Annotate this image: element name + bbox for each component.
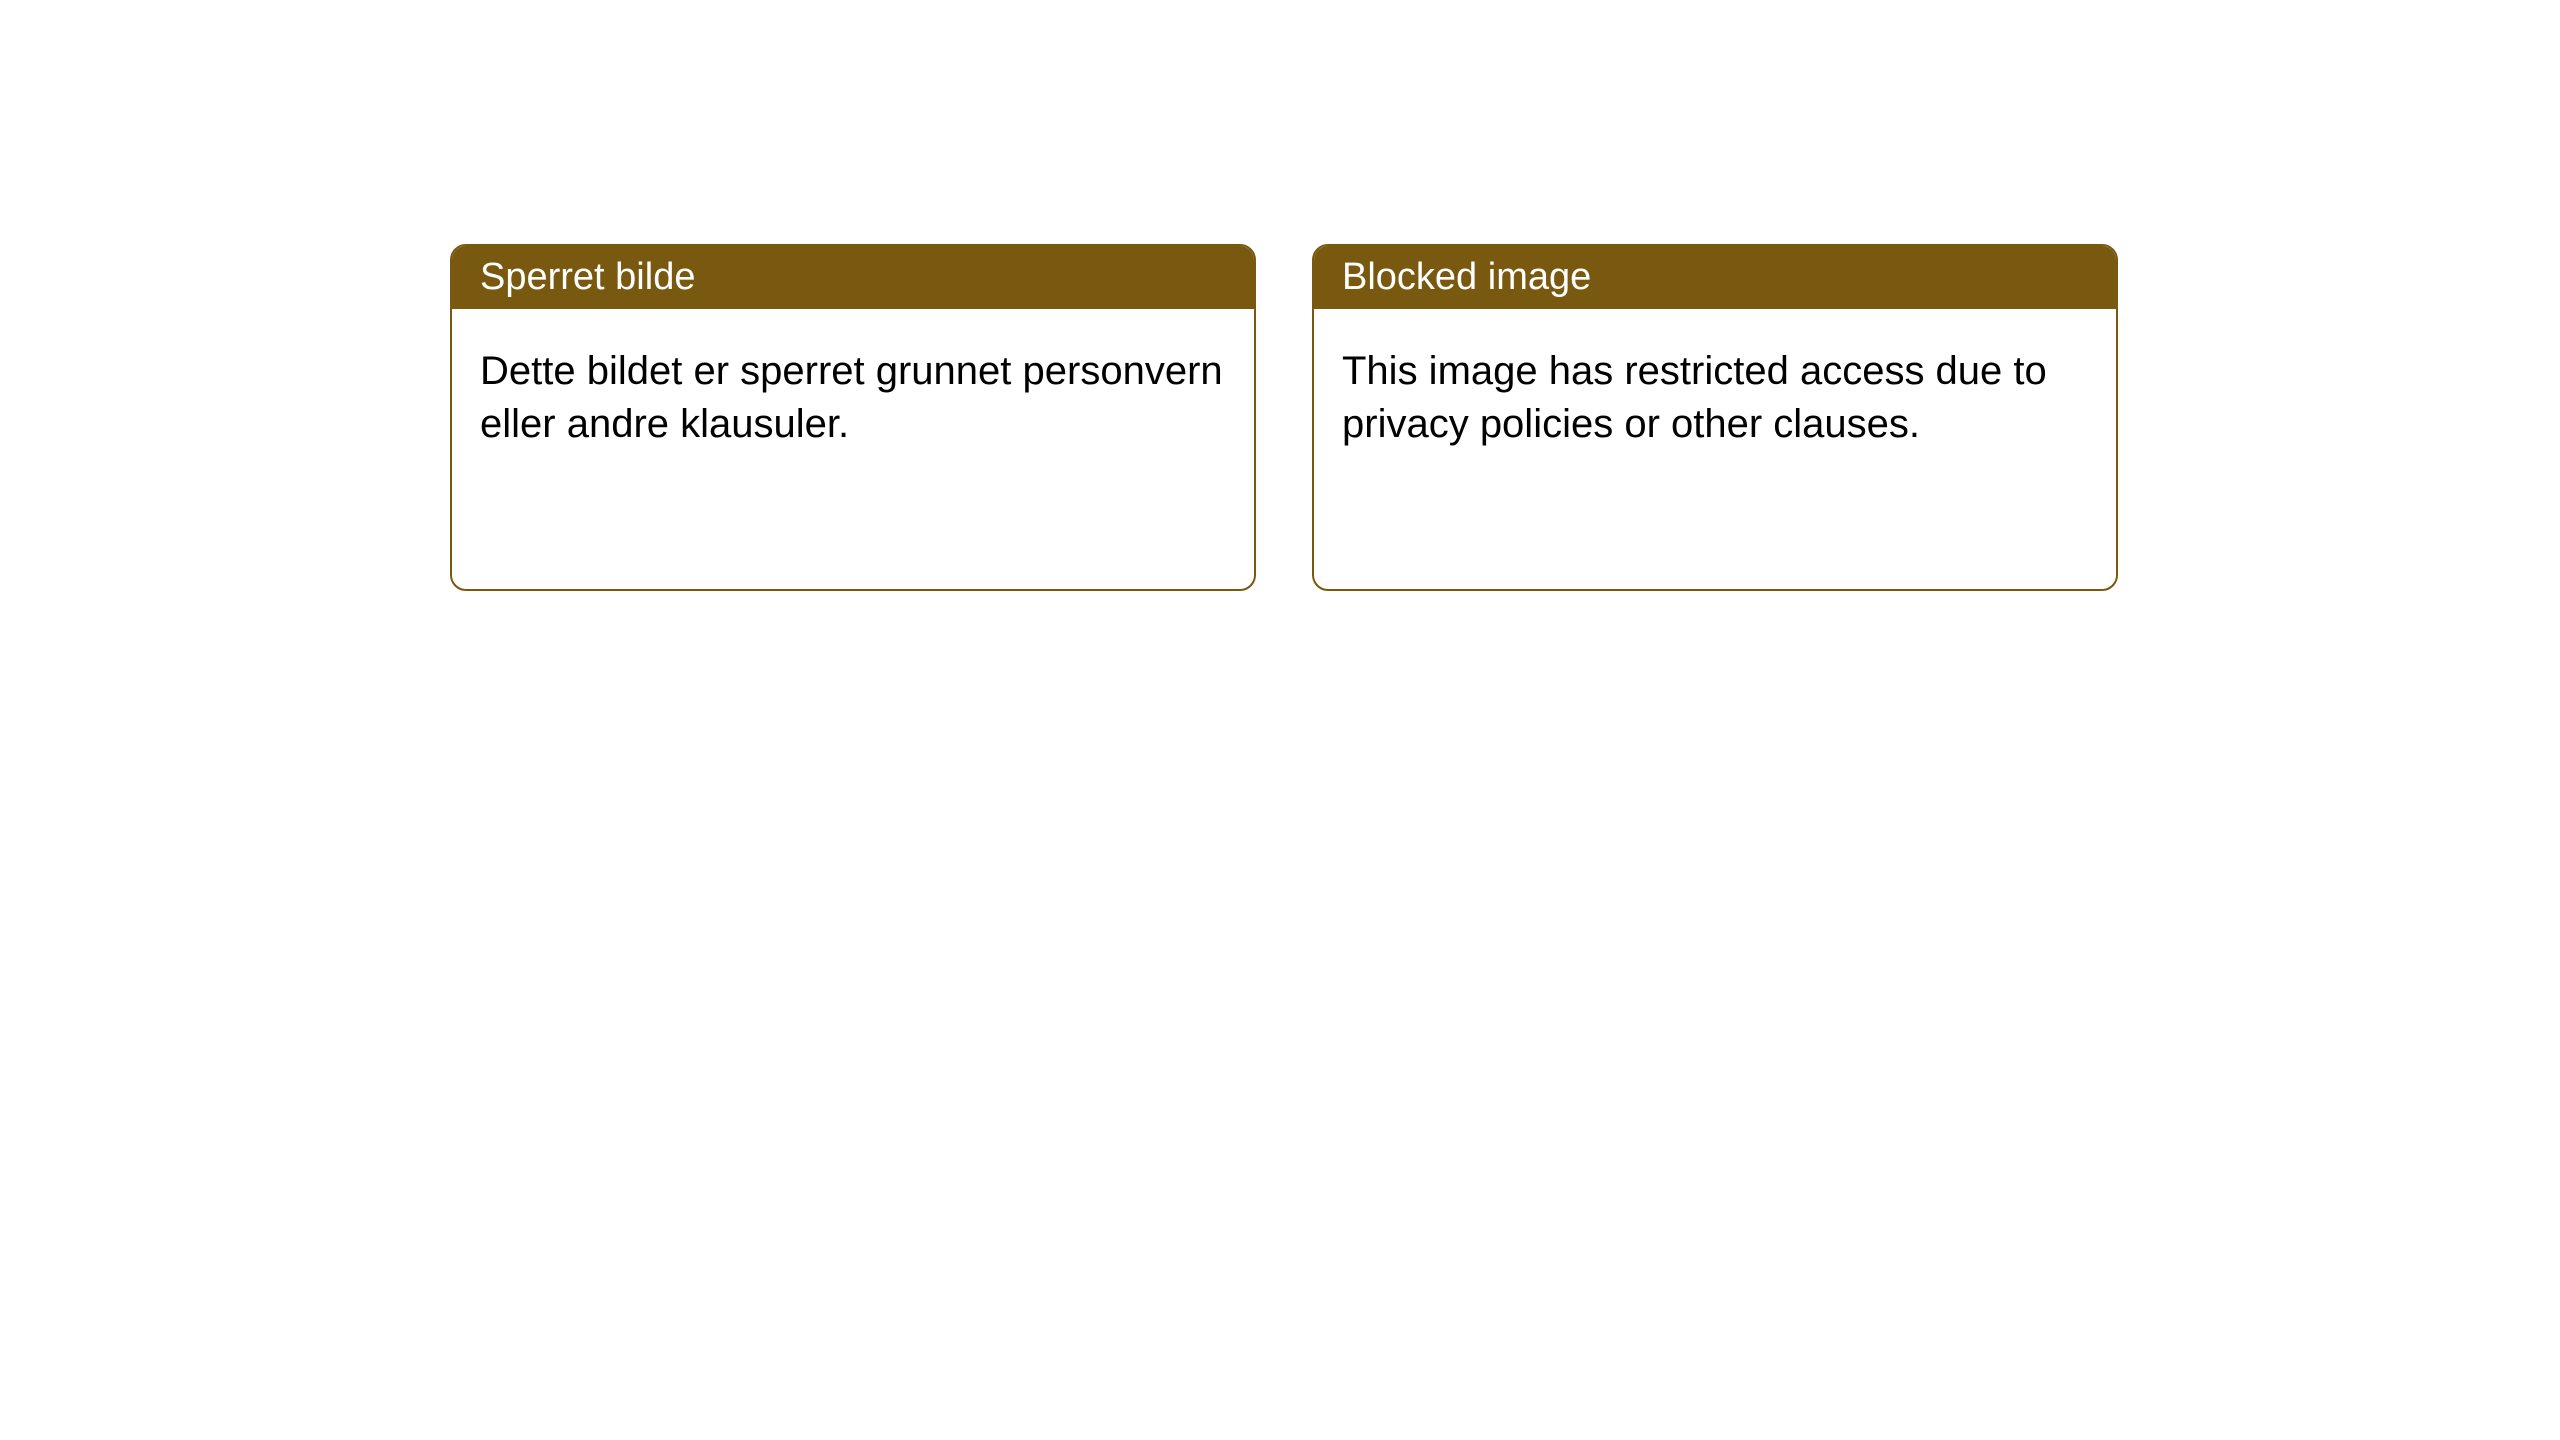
notice-card-norwegian: Sperret bilde Dette bildet er sperret gr… [450,244,1256,591]
notice-body-english: This image has restricted access due to … [1314,309,2116,589]
notice-header-norwegian: Sperret bilde [452,246,1254,309]
notice-body-norwegian: Dette bildet er sperret grunnet personve… [452,309,1254,589]
notice-header-english: Blocked image [1314,246,2116,309]
notice-container: Sperret bilde Dette bildet er sperret gr… [0,0,2560,591]
notice-card-english: Blocked image This image has restricted … [1312,244,2118,591]
